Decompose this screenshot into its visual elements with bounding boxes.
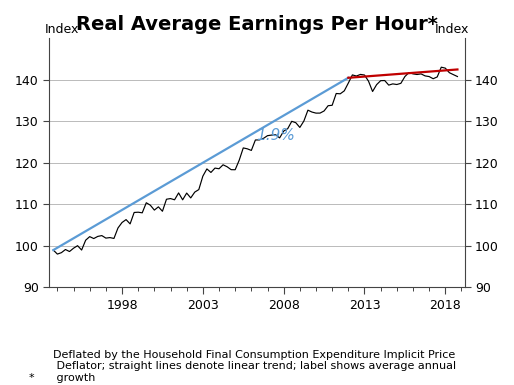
Text: Index: Index (45, 23, 80, 36)
Text: Deflated by the Household Final Consumption Expenditure Implicit Price
   Deflat: Deflated by the Household Final Consumpt… (46, 350, 456, 383)
Text: 1.9%: 1.9% (256, 129, 295, 143)
Title: Real Average Earnings Per Hour*: Real Average Earnings Per Hour* (76, 15, 438, 34)
Text: *: * (28, 373, 34, 383)
Text: Index: Index (434, 23, 469, 36)
